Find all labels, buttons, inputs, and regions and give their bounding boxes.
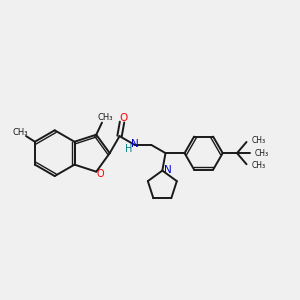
Text: O: O: [119, 112, 128, 123]
Text: CH₃: CH₃: [255, 148, 269, 158]
Text: CH₃: CH₃: [13, 128, 28, 137]
Text: N: N: [164, 165, 172, 175]
Text: O: O: [96, 169, 104, 179]
Text: N: N: [131, 139, 139, 149]
Text: CH₃: CH₃: [251, 161, 266, 170]
Text: CH₃: CH₃: [98, 113, 113, 122]
Text: CH₃: CH₃: [251, 136, 266, 145]
Text: H: H: [124, 144, 132, 154]
